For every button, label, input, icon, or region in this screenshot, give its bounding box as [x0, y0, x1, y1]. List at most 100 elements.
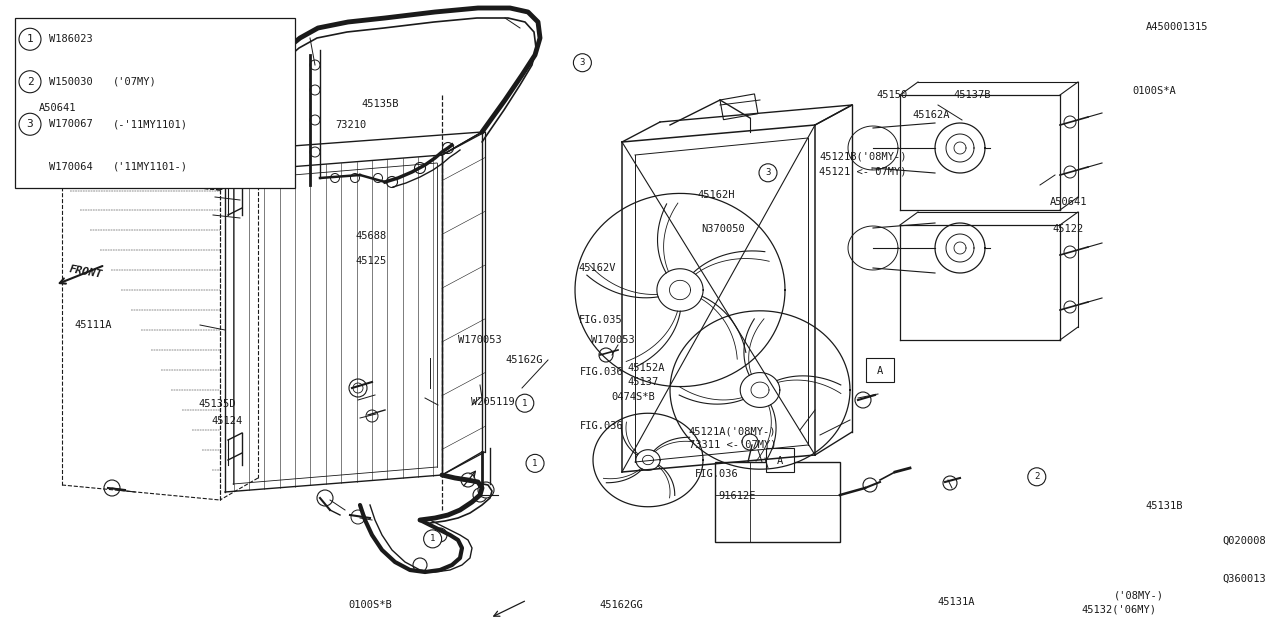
Text: A50641: A50641: [38, 102, 76, 113]
Text: ('11MY1101-): ('11MY1101-): [113, 162, 188, 172]
Text: 45131B: 45131B: [1146, 500, 1183, 511]
Circle shape: [759, 164, 777, 182]
Circle shape: [351, 173, 360, 182]
Text: 1: 1: [522, 399, 527, 408]
Text: 73210: 73210: [335, 120, 366, 130]
Circle shape: [742, 434, 758, 450]
Text: 45162G: 45162G: [506, 355, 543, 365]
Circle shape: [433, 528, 447, 542]
Text: ('07MY): ('07MY): [113, 77, 156, 87]
Text: W170064: W170064: [49, 162, 92, 172]
Text: A: A: [877, 366, 883, 376]
Circle shape: [19, 71, 41, 93]
Circle shape: [943, 476, 957, 490]
Circle shape: [1064, 116, 1076, 128]
Circle shape: [415, 163, 425, 173]
Circle shape: [366, 410, 378, 422]
Circle shape: [330, 173, 339, 182]
Text: 1: 1: [430, 534, 435, 543]
Text: 45111A: 45111A: [74, 320, 111, 330]
Text: 45162H: 45162H: [698, 190, 735, 200]
Text: 1: 1: [27, 35, 33, 44]
Text: 45122: 45122: [1052, 224, 1083, 234]
Text: 45132('06MY): 45132('06MY): [1082, 604, 1157, 614]
Text: 45150: 45150: [877, 90, 908, 100]
Circle shape: [387, 177, 398, 188]
Text: Q020008: Q020008: [1222, 536, 1266, 546]
Text: 45121 <-'07MY): 45121 <-'07MY): [819, 166, 906, 177]
Text: 45137: 45137: [627, 377, 658, 387]
Text: 45125: 45125: [356, 256, 387, 266]
Bar: [867, 358, 893, 382]
Text: 3: 3: [765, 168, 771, 177]
Circle shape: [526, 454, 544, 472]
Text: 2: 2: [1034, 472, 1039, 481]
Text: W170053: W170053: [591, 335, 635, 346]
Circle shape: [413, 558, 428, 572]
Text: 45121B('08MY-): 45121B('08MY-): [819, 152, 906, 162]
Text: 45688: 45688: [356, 230, 387, 241]
Bar: [719, 94, 758, 120]
Circle shape: [19, 28, 41, 51]
Text: 45124: 45124: [211, 416, 242, 426]
Circle shape: [310, 85, 320, 95]
Circle shape: [1064, 246, 1076, 258]
Text: 45162GG: 45162GG: [599, 600, 643, 610]
Text: 45121A('08MY-): 45121A('08MY-): [689, 427, 776, 437]
Circle shape: [353, 383, 364, 393]
Text: A450001315: A450001315: [1146, 22, 1208, 32]
Text: 0100S*B: 0100S*B: [348, 600, 392, 610]
Circle shape: [1028, 468, 1046, 486]
Bar: [716, 462, 840, 542]
Text: FRONT: FRONT: [68, 264, 102, 280]
Text: FIG.036: FIG.036: [695, 469, 739, 479]
Text: 0474S*B: 0474S*B: [612, 392, 655, 402]
Circle shape: [19, 113, 41, 135]
Bar: [765, 448, 794, 472]
Text: W186023: W186023: [49, 35, 92, 44]
Text: 45162A: 45162A: [913, 110, 950, 120]
Text: A: A: [777, 456, 783, 466]
Text: 1: 1: [532, 459, 538, 468]
Circle shape: [310, 147, 320, 157]
Text: FIG.036: FIG.036: [580, 420, 623, 431]
Text: 3: 3: [580, 58, 585, 67]
Text: FIG.036: FIG.036: [580, 367, 623, 378]
Circle shape: [1064, 301, 1076, 313]
Circle shape: [855, 392, 870, 408]
Text: 45135B: 45135B: [361, 99, 398, 109]
Text: W170053: W170053: [458, 335, 502, 346]
Text: 0100S*A: 0100S*A: [1133, 86, 1176, 96]
Circle shape: [349, 379, 367, 397]
Circle shape: [310, 60, 320, 70]
Text: FIG.035: FIG.035: [579, 315, 622, 325]
Circle shape: [1064, 166, 1076, 178]
Circle shape: [351, 510, 365, 524]
Text: (-'11MY1101): (-'11MY1101): [113, 119, 188, 129]
Text: 91612E: 91612E: [718, 491, 755, 501]
Circle shape: [317, 490, 333, 506]
Text: A50641: A50641: [1050, 197, 1087, 207]
Text: 45131A: 45131A: [937, 596, 974, 607]
Bar: [15, 18, 294, 188]
Text: ('08MY-): ('08MY-): [1114, 590, 1164, 600]
Circle shape: [374, 173, 383, 182]
Circle shape: [474, 488, 486, 502]
Circle shape: [104, 480, 120, 496]
Circle shape: [477, 482, 494, 498]
Circle shape: [599, 348, 613, 362]
Text: 45137B: 45137B: [954, 90, 991, 100]
Circle shape: [461, 473, 475, 487]
Text: 73311 <-'07MY): 73311 <-'07MY): [689, 440, 776, 450]
Circle shape: [516, 394, 534, 412]
Text: W205119: W205119: [471, 397, 515, 407]
Text: N370050: N370050: [701, 224, 745, 234]
Circle shape: [863, 478, 877, 492]
Text: 45152A: 45152A: [627, 363, 664, 373]
Text: 45135D: 45135D: [198, 399, 236, 410]
Text: 2: 2: [27, 77, 33, 87]
Circle shape: [573, 54, 591, 72]
Text: Q360013: Q360013: [1222, 574, 1266, 584]
Text: 3: 3: [27, 119, 33, 129]
Circle shape: [310, 115, 320, 125]
